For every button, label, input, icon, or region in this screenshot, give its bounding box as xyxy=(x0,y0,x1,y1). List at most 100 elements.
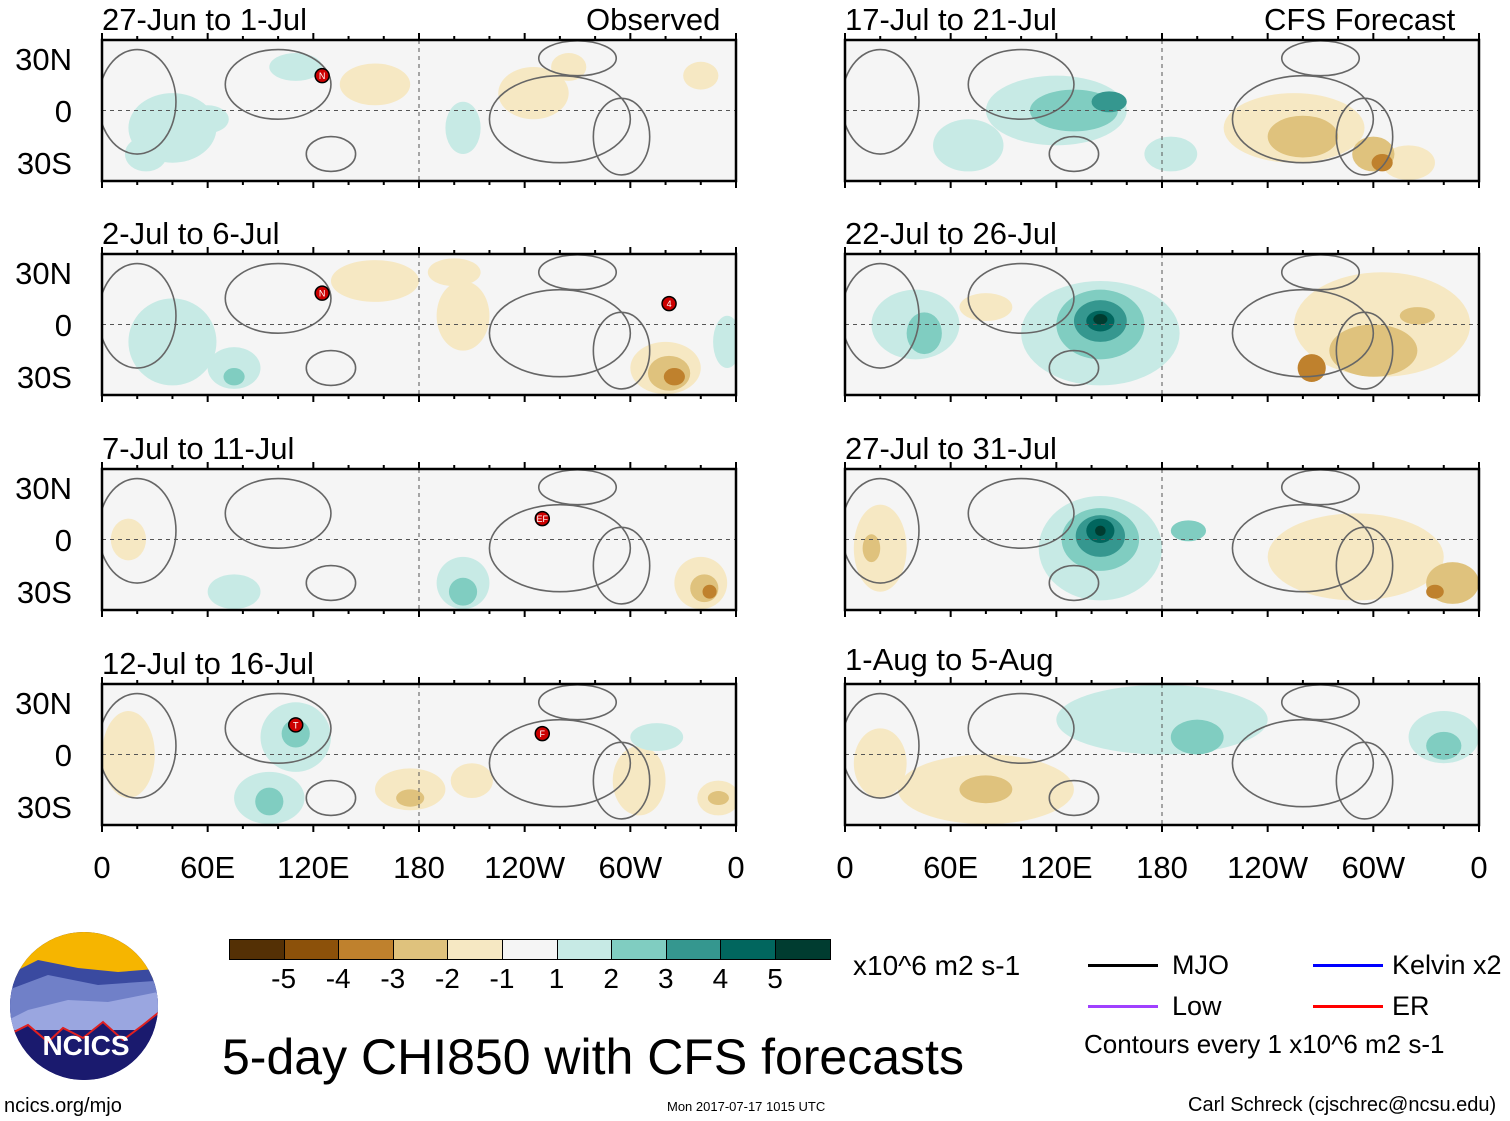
coastline xyxy=(592,311,651,390)
coastline xyxy=(1231,503,1375,593)
lon-label: 0 xyxy=(727,850,745,885)
anomaly-contour xyxy=(1267,115,1339,158)
colorbar-swatch xyxy=(502,939,558,960)
coastline xyxy=(592,741,651,820)
anomaly-contour xyxy=(207,574,261,610)
coastline xyxy=(1048,135,1100,173)
coastline xyxy=(488,288,632,378)
coastline xyxy=(1048,779,1100,817)
anomaly-contour xyxy=(124,136,168,172)
coastline xyxy=(1335,311,1394,390)
main-title: 5-day CHI850 with CFS forecasts xyxy=(222,1029,964,1085)
lon-label: 0 xyxy=(1470,850,1488,885)
coastline xyxy=(592,526,651,605)
coastline xyxy=(1335,741,1394,820)
colorbar-label: 1 xyxy=(548,963,565,994)
storm-label: F xyxy=(540,729,546,739)
storm-marker: N xyxy=(314,285,330,301)
coastline xyxy=(592,97,651,176)
colorbar-label: 4 xyxy=(712,963,729,994)
colorbar-swatch xyxy=(775,939,831,960)
colorbar-units: x10^6 m2 s-1 xyxy=(853,950,1021,981)
anomaly-contour xyxy=(1399,307,1435,325)
coastline xyxy=(102,692,177,799)
anomaly-contour xyxy=(853,728,907,799)
anomaly-contour xyxy=(1093,314,1108,325)
anomaly-contour xyxy=(683,61,719,90)
ncics-logo: NCICS xyxy=(10,932,158,1080)
anomaly-contour xyxy=(702,584,717,599)
anomaly-contour xyxy=(1329,324,1418,377)
storm-marker: 4 xyxy=(661,295,677,312)
lon-label: 0 xyxy=(93,850,111,885)
storm-label: T xyxy=(293,720,299,730)
anomaly-contour xyxy=(1426,584,1444,599)
panel-title: 1-Aug to 5-Aug xyxy=(845,642,1054,677)
map-panel: N xyxy=(100,33,738,188)
coastline xyxy=(845,48,920,155)
lat-label: 30N xyxy=(15,256,72,291)
anomaly-contour xyxy=(255,787,284,816)
colorbar-label: 5 xyxy=(767,963,783,994)
anomaly-contour xyxy=(128,298,217,386)
website-link[interactable]: ncics.org/mjo xyxy=(4,1095,122,1117)
colorbar-swatch xyxy=(447,939,503,960)
lon-label: 60W xyxy=(1341,850,1406,885)
legend-er: ER xyxy=(1392,991,1430,1021)
lon-label: 60E xyxy=(923,850,979,885)
anomaly-contour xyxy=(330,260,419,302)
anomaly-contour xyxy=(1144,136,1198,172)
legend-kelvin: Kelvin x2 xyxy=(1392,950,1502,980)
anomaly-contour xyxy=(436,280,490,351)
map-panel: N4 xyxy=(100,247,738,402)
colorbar-label: -4 xyxy=(325,963,351,994)
anomaly-contour xyxy=(448,577,478,606)
storm-label: EF xyxy=(537,514,549,524)
lon-label: 120E xyxy=(1020,850,1093,885)
colorbar-swatch xyxy=(229,939,285,960)
anomaly-contour xyxy=(1382,145,1435,181)
panel-title: 12-Jul to 16-Jul xyxy=(102,646,314,681)
coastline xyxy=(224,48,332,121)
map-panel xyxy=(843,33,1481,188)
lon-label: 180 xyxy=(393,850,445,885)
anomaly-contour xyxy=(1426,731,1462,760)
anomaly-contour xyxy=(450,763,493,799)
lat-label: 30N xyxy=(15,471,72,506)
legend-line-low xyxy=(1088,1005,1158,1008)
logo-text: NCICS xyxy=(42,1030,129,1061)
map-panel xyxy=(843,677,1481,832)
anomaly-contour xyxy=(906,312,942,355)
anomaly-contour xyxy=(207,347,261,389)
coastline xyxy=(102,48,177,155)
lat-label: 30S xyxy=(16,790,72,825)
anomaly-contour xyxy=(339,63,411,106)
lat-label: 30N xyxy=(15,42,72,77)
colorbar-label: -5 xyxy=(271,963,297,994)
legend-low: Low xyxy=(1172,991,1222,1021)
coastline xyxy=(845,477,920,584)
credit: Carl Schreck (cjschrec@ncsu.edu) xyxy=(1188,1094,1497,1116)
panel-title: 17-Jul to 21-Jul xyxy=(845,2,1057,37)
coastline xyxy=(845,692,920,799)
coastline xyxy=(1231,74,1375,164)
panel-title: 27-Jun to 1-Jul xyxy=(102,2,308,37)
anomaly-contour xyxy=(707,791,729,805)
legend-mjo: MJO xyxy=(1172,950,1229,980)
storm-marker: N xyxy=(314,67,330,84)
anomaly-contour xyxy=(1091,91,1127,113)
storm-label: N xyxy=(319,289,326,299)
lon-label: 60W xyxy=(598,850,663,885)
anomaly-contour xyxy=(630,723,684,752)
lat-label: 0 xyxy=(54,94,72,129)
coastline xyxy=(1335,97,1394,176)
coastline xyxy=(967,477,1075,550)
coastline xyxy=(305,135,357,173)
timestamp: Mon 2017-07-17 1015 UTC xyxy=(667,1099,826,1114)
anomaly-contour xyxy=(713,315,736,369)
anomaly-contour xyxy=(1267,513,1444,601)
coastline xyxy=(1048,564,1100,602)
colorbar-swatch xyxy=(392,939,449,960)
coastline xyxy=(488,503,632,593)
